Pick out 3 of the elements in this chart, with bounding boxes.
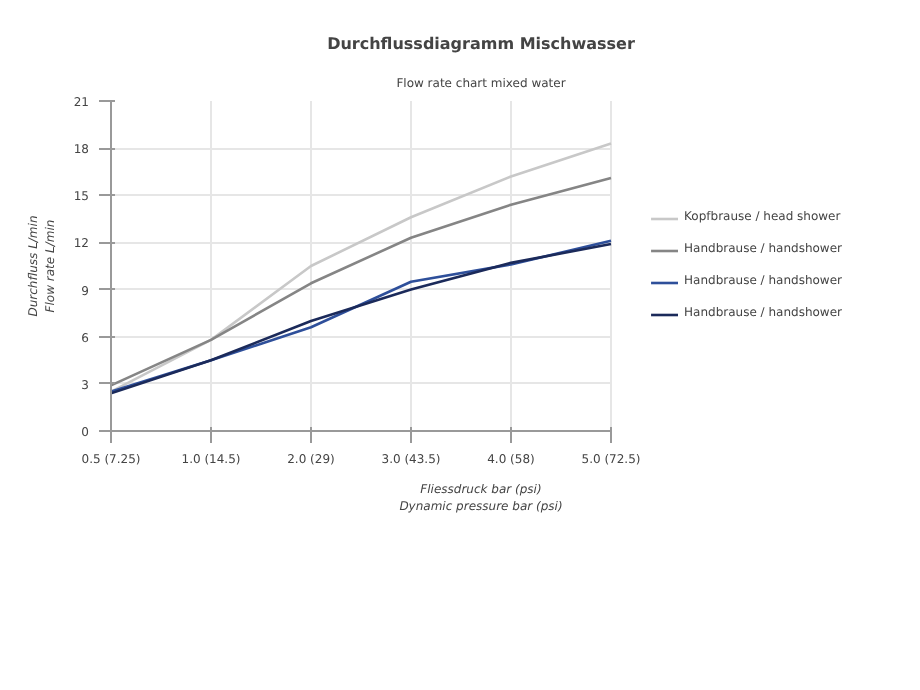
line-series	[111, 176, 613, 387]
line-series	[111, 142, 613, 394]
chart-title: Durchflussdiagramm Mischwasser	[327, 35, 635, 53]
